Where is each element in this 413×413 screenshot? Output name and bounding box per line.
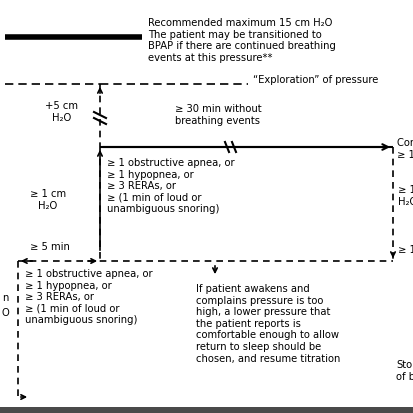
Text: ≥ 1 obstructive apnea, or
≥ 1 hypopnea, or
≥ 3 RERAs, or
≥ (1 min of loud or
una: ≥ 1 obstructive apnea, or ≥ 1 hypopnea, … [25, 268, 152, 325]
Text: ≥ 1 cm
H₂O: ≥ 1 cm H₂O [30, 189, 66, 210]
Text: ≥ 30 min without
breathing events: ≥ 30 min without breathing events [174, 104, 261, 126]
Text: ≥ 5 min: ≥ 5 min [30, 242, 70, 252]
Text: O: O [2, 307, 10, 317]
Text: If patient awakens and
complains pressure is too
high, a lower pressure that
the: If patient awakens and complains pressur… [195, 283, 339, 363]
Text: ≥ 1 obstructive apnea, or
≥ 1 hypopnea, or
≥ 3 RERAs, or
≥ (1 min of loud or
una: ≥ 1 obstructive apnea, or ≥ 1 hypopnea, … [107, 158, 234, 214]
Text: +5 cm
H₂O: +5 cm H₂O [45, 101, 78, 123]
Text: ≥ 10 min: ≥ 10 min [397, 244, 413, 254]
Bar [0, 407, 413, 413]
Text: Sto
of b: Sto of b [395, 359, 413, 381]
Text: Control o’
≥ 15 min: Control o’ ≥ 15 min [396, 138, 413, 159]
Text: “Exploration” of pressure: “Exploration” of pressure [252, 75, 377, 85]
Text: ≥ 1 cm
H₂O: ≥ 1 cm H₂O [397, 185, 413, 206]
Text: Recommended maximum 15 cm H₂O
The patient may be transitioned to
BPAP if there a: Recommended maximum 15 cm H₂O The patien… [147, 18, 335, 63]
Text: n: n [2, 292, 8, 302]
